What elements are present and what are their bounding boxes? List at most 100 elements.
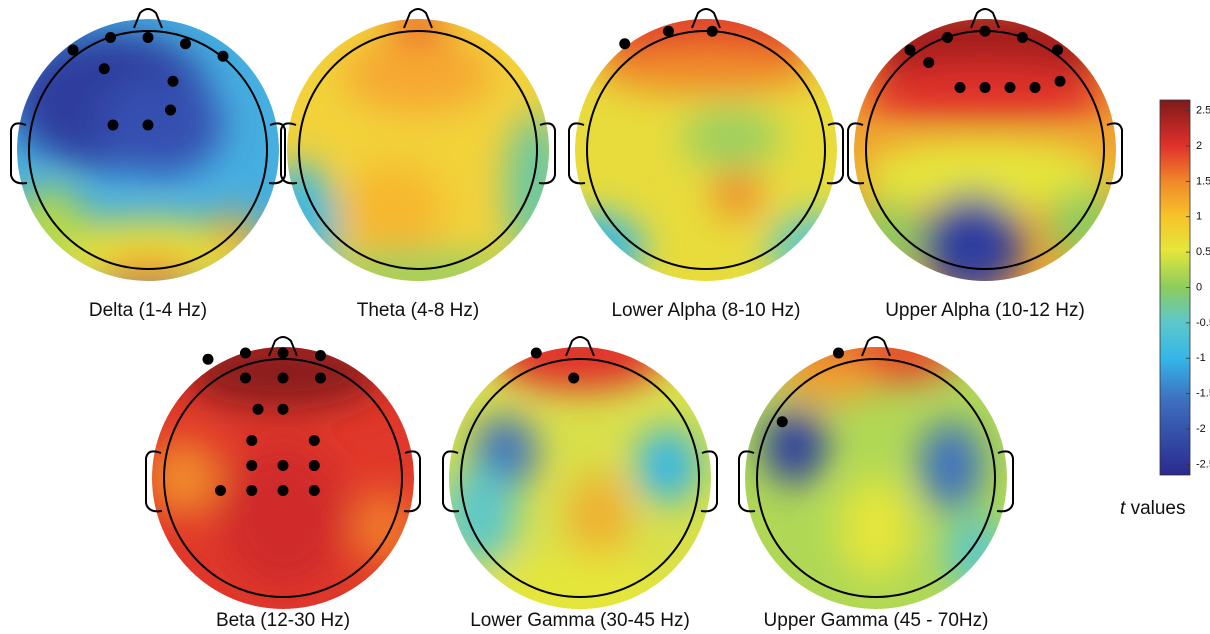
- electrode: [308, 460, 320, 471]
- colorbar-tick-label: 2.5: [1196, 105, 1210, 117]
- electrode: [277, 372, 289, 384]
- electrode: [530, 347, 542, 359]
- electrode: [202, 353, 214, 365]
- panel-label: Beta (12-30 Hz): [216, 610, 350, 631]
- electrode: [180, 38, 191, 50]
- colorbar-label: t values: [1120, 498, 1185, 519]
- electrode: [776, 416, 788, 428]
- field-blob: [944, 515, 1007, 591]
- colorbar-tick-label: -1.5: [1196, 388, 1210, 400]
- electrode: [1052, 44, 1063, 56]
- electrode: [942, 32, 953, 43]
- topomap: [287, 19, 549, 281]
- electrode: [215, 485, 226, 496]
- field-blob: [712, 168, 763, 219]
- field-blob: [492, 553, 668, 609]
- electrode: [246, 435, 258, 446]
- field-blob: [922, 193, 1023, 281]
- electrode: [833, 347, 844, 359]
- colorbar-tick-label: 1.5: [1196, 175, 1210, 187]
- head-outline: [460, 358, 700, 598]
- field-blob: [98, 75, 223, 175]
- ear: [280, 122, 298, 185]
- head-outline: [298, 30, 538, 270]
- colorbar-var: t: [1120, 498, 1126, 519]
- nose: [970, 8, 1000, 29]
- colorbar-tick-label: 1: [1196, 211, 1202, 223]
- electrode: [308, 485, 320, 496]
- topomap: [449, 347, 711, 609]
- colorbar: [1159, 99, 1191, 476]
- topomap: [745, 347, 1007, 609]
- electrode: [167, 75, 179, 87]
- field-blob: [492, 347, 668, 391]
- electrode: [904, 44, 916, 56]
- field-blob: [681, 106, 781, 169]
- panel-label: Upper Alpha (10-12 Hz): [885, 300, 1085, 321]
- colorbar-axis: 2.5 2 1.5 1 0.5 0 -0.5 -1 -1.5 -2 -2.5: [1186, 105, 1210, 470]
- head-outline: [163, 358, 403, 598]
- field-blob: [98, 256, 198, 281]
- colorbar-tick-label: -2.5: [1196, 458, 1210, 470]
- electrode: [107, 119, 119, 131]
- electrode: [315, 372, 326, 384]
- ear: [268, 122, 286, 185]
- field-blob: [763, 409, 826, 485]
- electrode: [619, 38, 631, 50]
- electrode: [217, 50, 229, 62]
- field-blob: [17, 187, 86, 263]
- electrode: [308, 435, 320, 446]
- electrode: [277, 403, 289, 415]
- electrode: [277, 347, 289, 359]
- colorbar-tick-label: 0: [1196, 281, 1202, 293]
- electrode: [142, 119, 154, 131]
- electrode: [252, 403, 264, 415]
- field-blob: [838, 478, 914, 578]
- field-blob: [575, 212, 644, 281]
- field-blob: [449, 465, 518, 566]
- field-blob: [567, 471, 630, 560]
- ear: [10, 122, 28, 185]
- electrode: [1017, 32, 1028, 43]
- head-outline: [756, 358, 996, 598]
- ear: [847, 122, 865, 185]
- topomap: [17, 19, 279, 281]
- electrode: [663, 25, 674, 37]
- panel-label: Lower Alpha (8-10 Hz): [611, 300, 800, 321]
- nose: [268, 336, 298, 357]
- colorbar-tick-label: 2: [1196, 140, 1202, 152]
- electrode: [706, 25, 718, 37]
- field-blob: [593, 43, 819, 94]
- panel-label: Theta (4-8 Hz): [357, 300, 479, 321]
- ear: [568, 122, 586, 185]
- field-blob: [860, 62, 1110, 125]
- electrode: [954, 82, 966, 93]
- map-field: [763, 347, 1007, 591]
- electrode: [142, 32, 154, 43]
- field-blob: [305, 250, 531, 281]
- nose: [565, 336, 595, 357]
- electrode: [277, 485, 289, 496]
- colorbar-tick-label: -1: [1196, 352, 1206, 364]
- electrode: [568, 372, 580, 384]
- colorbar-tick-label: -2: [1196, 423, 1206, 435]
- electrode: [315, 350, 326, 361]
- field-blob: [1047, 187, 1116, 263]
- ear: [1105, 122, 1123, 185]
- electrode: [67, 44, 79, 56]
- electrode: [240, 347, 251, 359]
- electrode: [240, 372, 251, 384]
- ear: [403, 450, 421, 513]
- electrode: [1054, 75, 1066, 87]
- topomap: [575, 19, 837, 281]
- topomaps: Delta (1-4 Hz) Theta (4-8 Hz) Lower Alpha …: [10, 8, 1123, 631]
- field-blob: [220, 440, 346, 591]
- electrode: [979, 82, 991, 93]
- field-blob: [636, 428, 699, 503]
- electrode: [979, 25, 991, 37]
- nose: [861, 336, 891, 357]
- nose: [691, 8, 721, 29]
- ear: [738, 450, 756, 513]
- colorbar-unit: values: [1131, 498, 1186, 519]
